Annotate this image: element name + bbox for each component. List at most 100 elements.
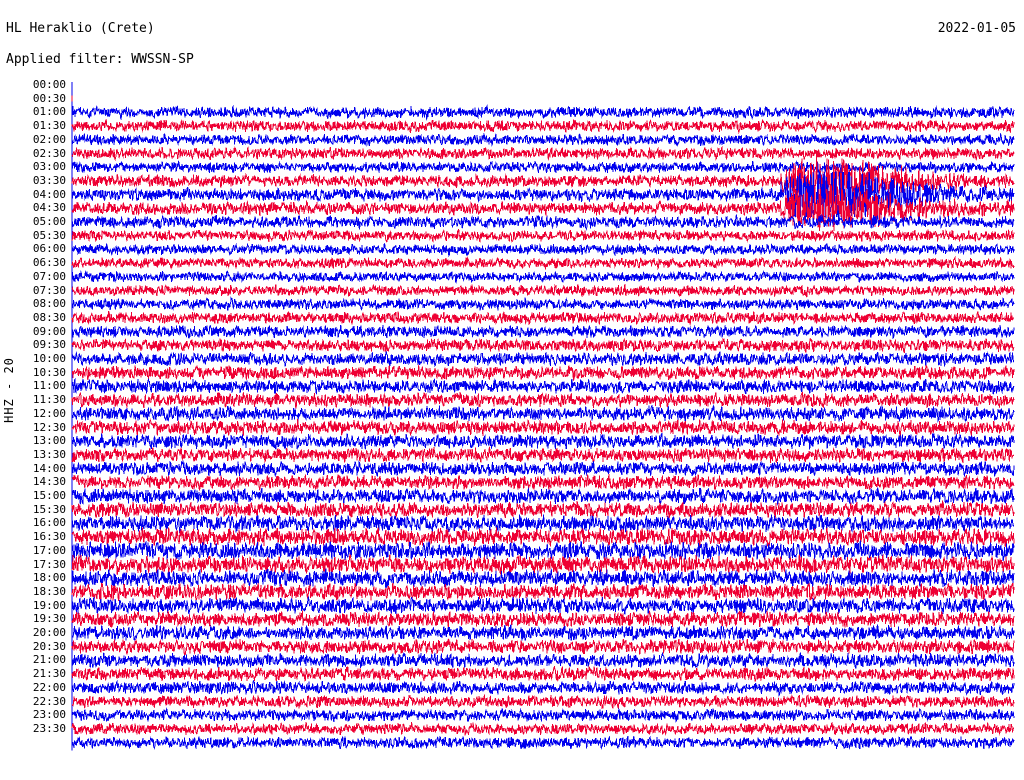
seismogram-trace [71,351,1015,368]
time-axis-label: 01:30 [32,119,66,133]
time-axis-label: 09:00 [32,324,66,338]
seismogram-trace [71,418,1015,437]
time-axis-label: 23:30 [32,721,66,735]
seismogram-trace [71,486,1015,506]
time-axis-label: 15:30 [32,502,66,516]
time-axis-label: 15:00 [32,489,66,502]
seismogram-trace [71,160,1015,174]
time-axis-label: 21:00 [32,653,66,667]
seismogram-trace [71,679,1015,697]
time-axis-label: 09:30 [32,338,66,352]
time-axis-label: 05:30 [32,228,66,242]
time-axis-label: 01:00 [32,105,66,119]
seismogram-trace [71,432,1015,451]
time-axis-label: 17:00 [32,543,66,557]
time-axis-label: 04:30 [32,201,66,215]
time-axis-label: 12:30 [32,420,66,434]
page-title: HL Heraklio (Crete) [6,21,155,36]
time-axis-label: 21:30 [32,667,66,681]
time-axis-label: 02:00 [32,132,66,146]
time-axis-label: 23:00 [32,708,66,722]
seismogram-trace [71,651,1015,670]
time-axis-label: 16:30 [32,530,66,544]
time-axis-label: 02:30 [32,146,66,160]
time-axis-label: 16:00 [32,516,66,530]
time-axis-label: 19:00 [32,598,66,612]
seismogram-trace [71,460,1015,478]
time-axis-label: 07:00 [32,269,66,283]
seismogram-trace [71,567,1015,589]
time-axis-label: 18:30 [32,584,66,598]
seismogram-trace [71,596,1015,615]
seismogram-trace [71,337,1015,353]
seismogram-trace [71,185,1015,231]
seismogram-trace [71,324,1015,340]
seismogram-trace [71,104,1015,121]
time-axis-label: 10:00 [32,352,66,365]
time-axis-label: 11:30 [32,393,66,407]
seismogram-trace [71,474,1015,492]
seismogram-trace [71,665,1015,683]
time-axis-label: 03:00 [32,160,66,174]
applied-filter-label: Applied filter: WWSSN-SP [6,52,194,67]
seismogram-trace [71,118,1015,135]
seismogram-trace [72,364,1015,381]
time-axis-label: 10:30 [32,365,66,379]
time-axis-label: 00:30 [32,91,66,105]
seismogram-trace [71,390,1015,409]
time-axis-label: 13:00 [32,434,66,448]
seismogram-trace [71,609,1015,628]
seismogram-trace [71,500,1015,519]
seismogram-trace [71,255,1015,271]
time-axis-label: 20:00 [32,626,66,639]
seismogram-trace [71,527,1015,547]
seismogram-trace [71,735,1015,750]
time-axis-label: 20:30 [32,639,66,653]
seismogram-trace [71,296,1015,311]
time-axis-label: 14:00 [32,461,66,475]
seismogram-trace [71,310,1015,327]
seismogram-trace [71,213,1015,231]
seismogram-trace [71,446,1015,464]
time-axis-label: 03:30 [32,173,66,187]
seismogram-trace [71,228,1015,244]
time-axis-label: 13:30 [32,447,66,461]
seismogram-trace [71,132,1015,147]
seismogram-trace [71,694,1015,711]
time-axis-label: 17:30 [32,557,66,571]
seismogram-trace [71,582,1015,602]
time-axis-label: 06:30 [32,256,66,270]
time-axis-label: 11:00 [32,379,66,393]
time-axis-label: 14:30 [32,475,66,489]
seismogram-trace [71,707,1015,724]
time-axis-label: 22:00 [32,680,66,694]
time-axis-label: 12:00 [32,406,66,420]
seismogram-trace [71,624,1015,642]
time-axis-label: 07:30 [32,283,66,297]
time-axis-label: 04:00 [32,187,66,201]
seismogram-trace [71,242,1015,258]
seismogram-trace [71,540,1015,562]
seismogram-trace [71,404,1015,423]
seismogram-trace [71,171,1015,219]
seismogram-trace [71,553,1015,576]
time-axis-label: 05:00 [32,215,66,228]
time-axis-label: 06:00 [32,242,66,256]
time-axis-label: 08:00 [32,297,66,311]
recording-date: 2022-01-05 [937,21,1016,36]
seismogram-trace [71,269,1015,285]
time-axis-label: 22:30 [32,694,66,708]
seismogram-trace [71,145,1015,162]
time-axis-label: 08:30 [32,310,66,324]
seismogram-trace [71,283,1015,298]
time-axis-label: 18:00 [32,571,66,585]
time-axis-label: 19:30 [32,612,66,626]
time-axis-label: 00:00 [32,78,66,91]
seismogram-trace [71,721,1015,737]
time-axis: 00:00 00:30 01:00 01:30 02:00 02:30 03:00 03:30… [0,0,70,780]
seismogram-trace [71,638,1015,656]
seismogram-trace [71,377,1015,395]
seismogram-trace [71,514,1015,533]
